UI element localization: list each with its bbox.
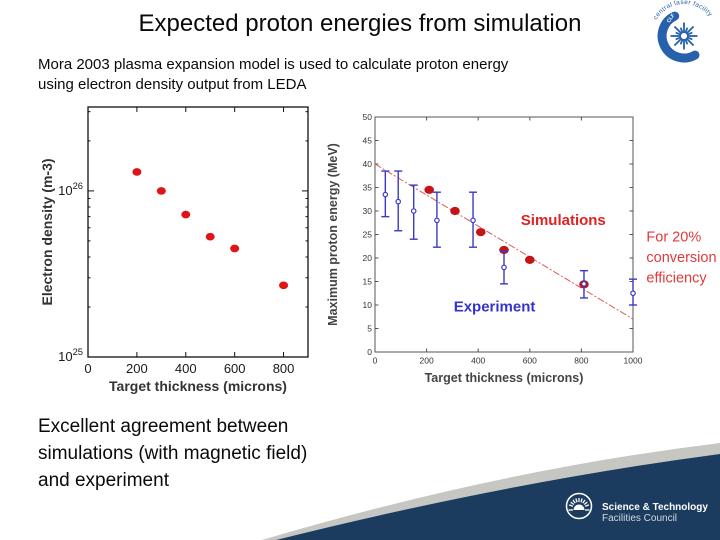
y-tick-label: 45 xyxy=(363,135,373,145)
clf-logo: central laser facility CLF xyxy=(652,0,714,63)
experiment-point xyxy=(630,290,636,297)
simulations-point xyxy=(499,245,509,255)
electron-density-point xyxy=(132,168,142,176)
x-tick-label: 800 xyxy=(273,361,295,376)
y-axis-label: Maximum proton energy (MeV) xyxy=(326,143,340,326)
y-tick-label: 1026 xyxy=(58,181,83,198)
clf-starburst-icon xyxy=(670,22,698,50)
experiment-point xyxy=(382,191,389,198)
simulations-point xyxy=(525,255,535,264)
electron-density-point xyxy=(181,210,191,219)
x-tick-label: 0 xyxy=(373,356,378,366)
stfc-ray xyxy=(575,498,578,503)
experiment-point xyxy=(410,208,417,214)
y-tick-label: 10 xyxy=(363,300,373,310)
chart-annotation: For 20% xyxy=(646,230,701,246)
x-tick-label: 600 xyxy=(224,361,246,376)
x-tick-label: 200 xyxy=(126,361,148,376)
chart-annotation: Experiment xyxy=(454,299,536,316)
stfc-ray xyxy=(582,499,586,504)
stfc-ray xyxy=(572,499,576,504)
x-tick-label: 400 xyxy=(471,356,485,366)
clf-ray xyxy=(685,25,695,35)
x-tick-label: 1000 xyxy=(624,356,643,366)
y-tick-label: 0 xyxy=(367,347,372,357)
stfc-logo: Science & Technology Facilities Council xyxy=(565,492,708,524)
clf-abbr-text: CLF xyxy=(666,13,676,24)
y-axis-label: Electron density (m-3) xyxy=(39,158,55,305)
clf-ray xyxy=(686,36,693,41)
electron-density-point xyxy=(156,187,166,195)
clf-arc-text: central laser facility xyxy=(652,0,714,21)
x-axis-label: Target thickness (microns) xyxy=(109,378,287,394)
clf-ray xyxy=(675,36,682,41)
y-tick-label: 25 xyxy=(363,229,373,239)
footer-gray-stripe xyxy=(262,443,720,540)
simulations-point xyxy=(424,185,434,194)
clf-ray xyxy=(673,37,683,47)
experiment-point xyxy=(434,217,440,224)
footer-navy-band xyxy=(276,454,720,540)
y-tick-label: 50 xyxy=(363,112,373,122)
simulation-fit xyxy=(374,163,634,320)
clf-ray xyxy=(673,25,683,35)
chart-annotation: efficiency xyxy=(646,271,707,287)
y-tick-label: 1025 xyxy=(58,347,83,364)
experiment-point xyxy=(470,217,476,224)
x-tick-label: 0 xyxy=(84,361,91,376)
clf-crescent xyxy=(657,11,700,63)
chart-annotation: Simulations xyxy=(521,212,606,229)
y-tick-label: 35 xyxy=(363,182,373,192)
simulations-point xyxy=(475,228,486,237)
y-tick-label: 40 xyxy=(363,159,373,169)
maximum-proton-energy-chart: 0 200 400 600 800 1000 0 5 10 15 20 25 30 35 40 45 50 Tar… xyxy=(326,112,717,385)
experiment-point xyxy=(581,281,587,287)
stfc-ray xyxy=(570,501,575,506)
stfc-ray xyxy=(580,498,583,503)
chart-annotation: conversion xyxy=(646,250,716,266)
clf-ray xyxy=(684,27,689,34)
conclusion-text: Excellent agreement between simulations … xyxy=(38,416,308,491)
electron-density-chart: 0 200 400 600 800 1025 1026 Target thickness (m… xyxy=(39,106,309,394)
plot-box xyxy=(87,106,309,358)
slide-subtitle: Mora 2003 plasma expansion model is used… xyxy=(38,56,509,93)
experiment-point xyxy=(501,264,507,271)
electron-density-point xyxy=(230,244,240,253)
stfc-circle xyxy=(565,492,593,520)
footer-band: Science & Technology Facilities Council xyxy=(262,443,720,540)
plot-box xyxy=(374,116,634,353)
y-tick-label: 20 xyxy=(363,253,373,263)
clf-ray xyxy=(675,31,682,36)
clf-ray xyxy=(685,37,695,47)
electron-density-point xyxy=(205,232,215,241)
experiment-point xyxy=(395,198,402,205)
x-tick-label: 400 xyxy=(175,361,197,376)
clf-ray xyxy=(686,31,693,36)
clf-ray xyxy=(679,27,684,34)
y-tick-label: 5 xyxy=(367,323,372,333)
y-tick-label: 30 xyxy=(363,206,373,216)
x-tick-label: 200 xyxy=(420,356,434,366)
stfc-ray xyxy=(584,504,590,507)
stfc-ray xyxy=(568,504,574,507)
stfc-name-line1: Science & Technology xyxy=(602,502,708,513)
clf-ray xyxy=(679,38,684,45)
simulations-point xyxy=(450,206,460,216)
x-tick-label: 600 xyxy=(523,356,537,366)
x-tick-label: 800 xyxy=(574,356,588,366)
stfc-rays-icon xyxy=(568,498,590,507)
electron-density-point xyxy=(279,281,289,290)
stfc-sun-icon xyxy=(573,504,585,510)
x-axis-label: Target thickness (microns) xyxy=(425,371,584,385)
stfc-ray xyxy=(583,501,588,506)
y-tick-label: 15 xyxy=(363,276,373,286)
slide-title: Expected proton energies from simulation xyxy=(138,10,582,37)
clf-ray xyxy=(684,38,689,45)
stfc-name-line2: Facilities Council xyxy=(602,513,677,524)
